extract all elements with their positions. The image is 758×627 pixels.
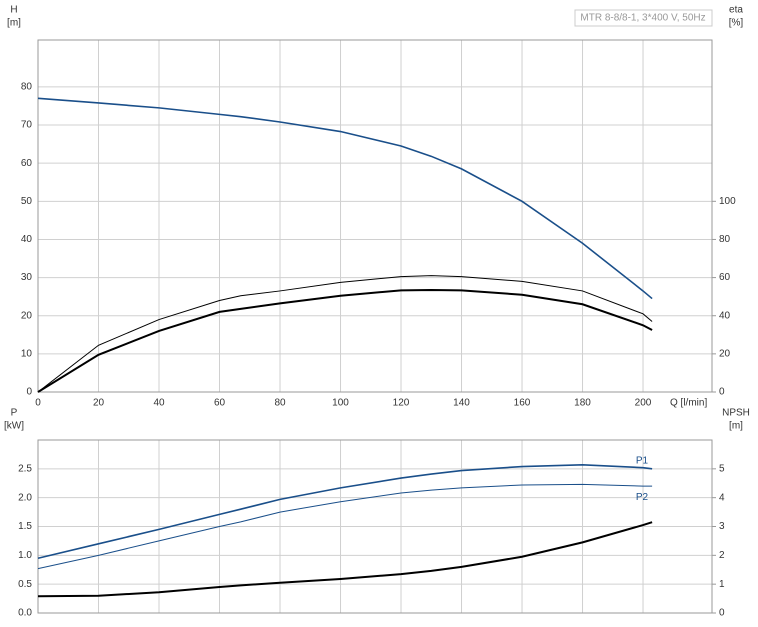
y2-tick-label: 40 xyxy=(719,310,731,321)
x-tick-label: 160 xyxy=(514,398,531,409)
y-tick-label: 40 xyxy=(21,234,33,245)
y2-axis-label: eta xyxy=(729,5,743,16)
plot-frame xyxy=(37,39,713,393)
y-tick-label: 30 xyxy=(21,272,33,283)
series-label: P2 xyxy=(636,492,649,503)
y-axis-label: P xyxy=(11,408,18,419)
curve xyxy=(37,521,653,598)
plot-frame xyxy=(37,439,713,614)
curve xyxy=(37,97,653,300)
chart-title: MTR 8-8/8-1, 3*400 V, 50Hz xyxy=(580,13,705,24)
curve xyxy=(37,288,653,393)
series-label: P1 xyxy=(636,455,649,466)
y-axis-unit: [kW] xyxy=(4,421,24,432)
y2-tick-label: 0 xyxy=(719,608,725,619)
curve xyxy=(37,463,653,559)
y2-tick-label: 1 xyxy=(719,579,725,590)
y2-tick-label: 20 xyxy=(719,349,731,360)
y-tick-label: 20 xyxy=(21,310,33,321)
y-tick-label: 0 xyxy=(26,387,32,398)
y2-tick-label: 5 xyxy=(719,463,725,474)
curve xyxy=(37,275,653,393)
y2-tick-label: 100 xyxy=(719,196,736,207)
y-tick-label: 70 xyxy=(21,120,33,131)
y-tick-label: 60 xyxy=(21,158,33,169)
y2-tick-label: 0 xyxy=(719,387,725,398)
y2-tick-label: 2 xyxy=(719,550,725,561)
y-tick-label: 10 xyxy=(21,349,33,360)
y2-axis-unit: [m] xyxy=(729,421,743,432)
y-tick-label: 0.5 xyxy=(18,579,32,590)
y-tick-label: 2.5 xyxy=(18,463,32,474)
y-tick-label: 0.0 xyxy=(18,608,32,619)
y-tick-label: 1.5 xyxy=(18,521,32,532)
curve xyxy=(37,483,653,570)
y2-tick-label: 4 xyxy=(719,492,725,503)
y2-axis-unit: [%] xyxy=(729,18,744,29)
y2-tick-label: 80 xyxy=(719,234,731,245)
title-box xyxy=(574,9,713,27)
x-tick-label: 80 xyxy=(274,398,286,409)
x-tick-label: 60 xyxy=(214,398,226,409)
y2-axis-label: NPSH xyxy=(722,408,750,419)
y-axis-label: H xyxy=(10,5,17,16)
x-tick-label: 140 xyxy=(453,398,470,409)
x-axis-label: Q [l/min] xyxy=(670,398,707,409)
x-tick-label: 100 xyxy=(332,398,349,409)
y-tick-label: 1.0 xyxy=(18,550,32,561)
x-tick-label: 40 xyxy=(153,398,165,409)
y2-tick-label: 60 xyxy=(719,272,731,283)
x-tick-label: 120 xyxy=(393,398,410,409)
y2-tick-label: 3 xyxy=(719,521,725,532)
x-tick-label: 200 xyxy=(635,398,652,409)
y-tick-label: 50 xyxy=(21,196,33,207)
x-tick-label: 20 xyxy=(93,398,105,409)
y-tick-label: 2.0 xyxy=(18,492,32,503)
x-tick-label: 180 xyxy=(574,398,591,409)
y-tick-label: 80 xyxy=(21,82,33,93)
y-axis-unit: [m] xyxy=(7,18,21,29)
x-tick-label: 0 xyxy=(35,398,41,409)
